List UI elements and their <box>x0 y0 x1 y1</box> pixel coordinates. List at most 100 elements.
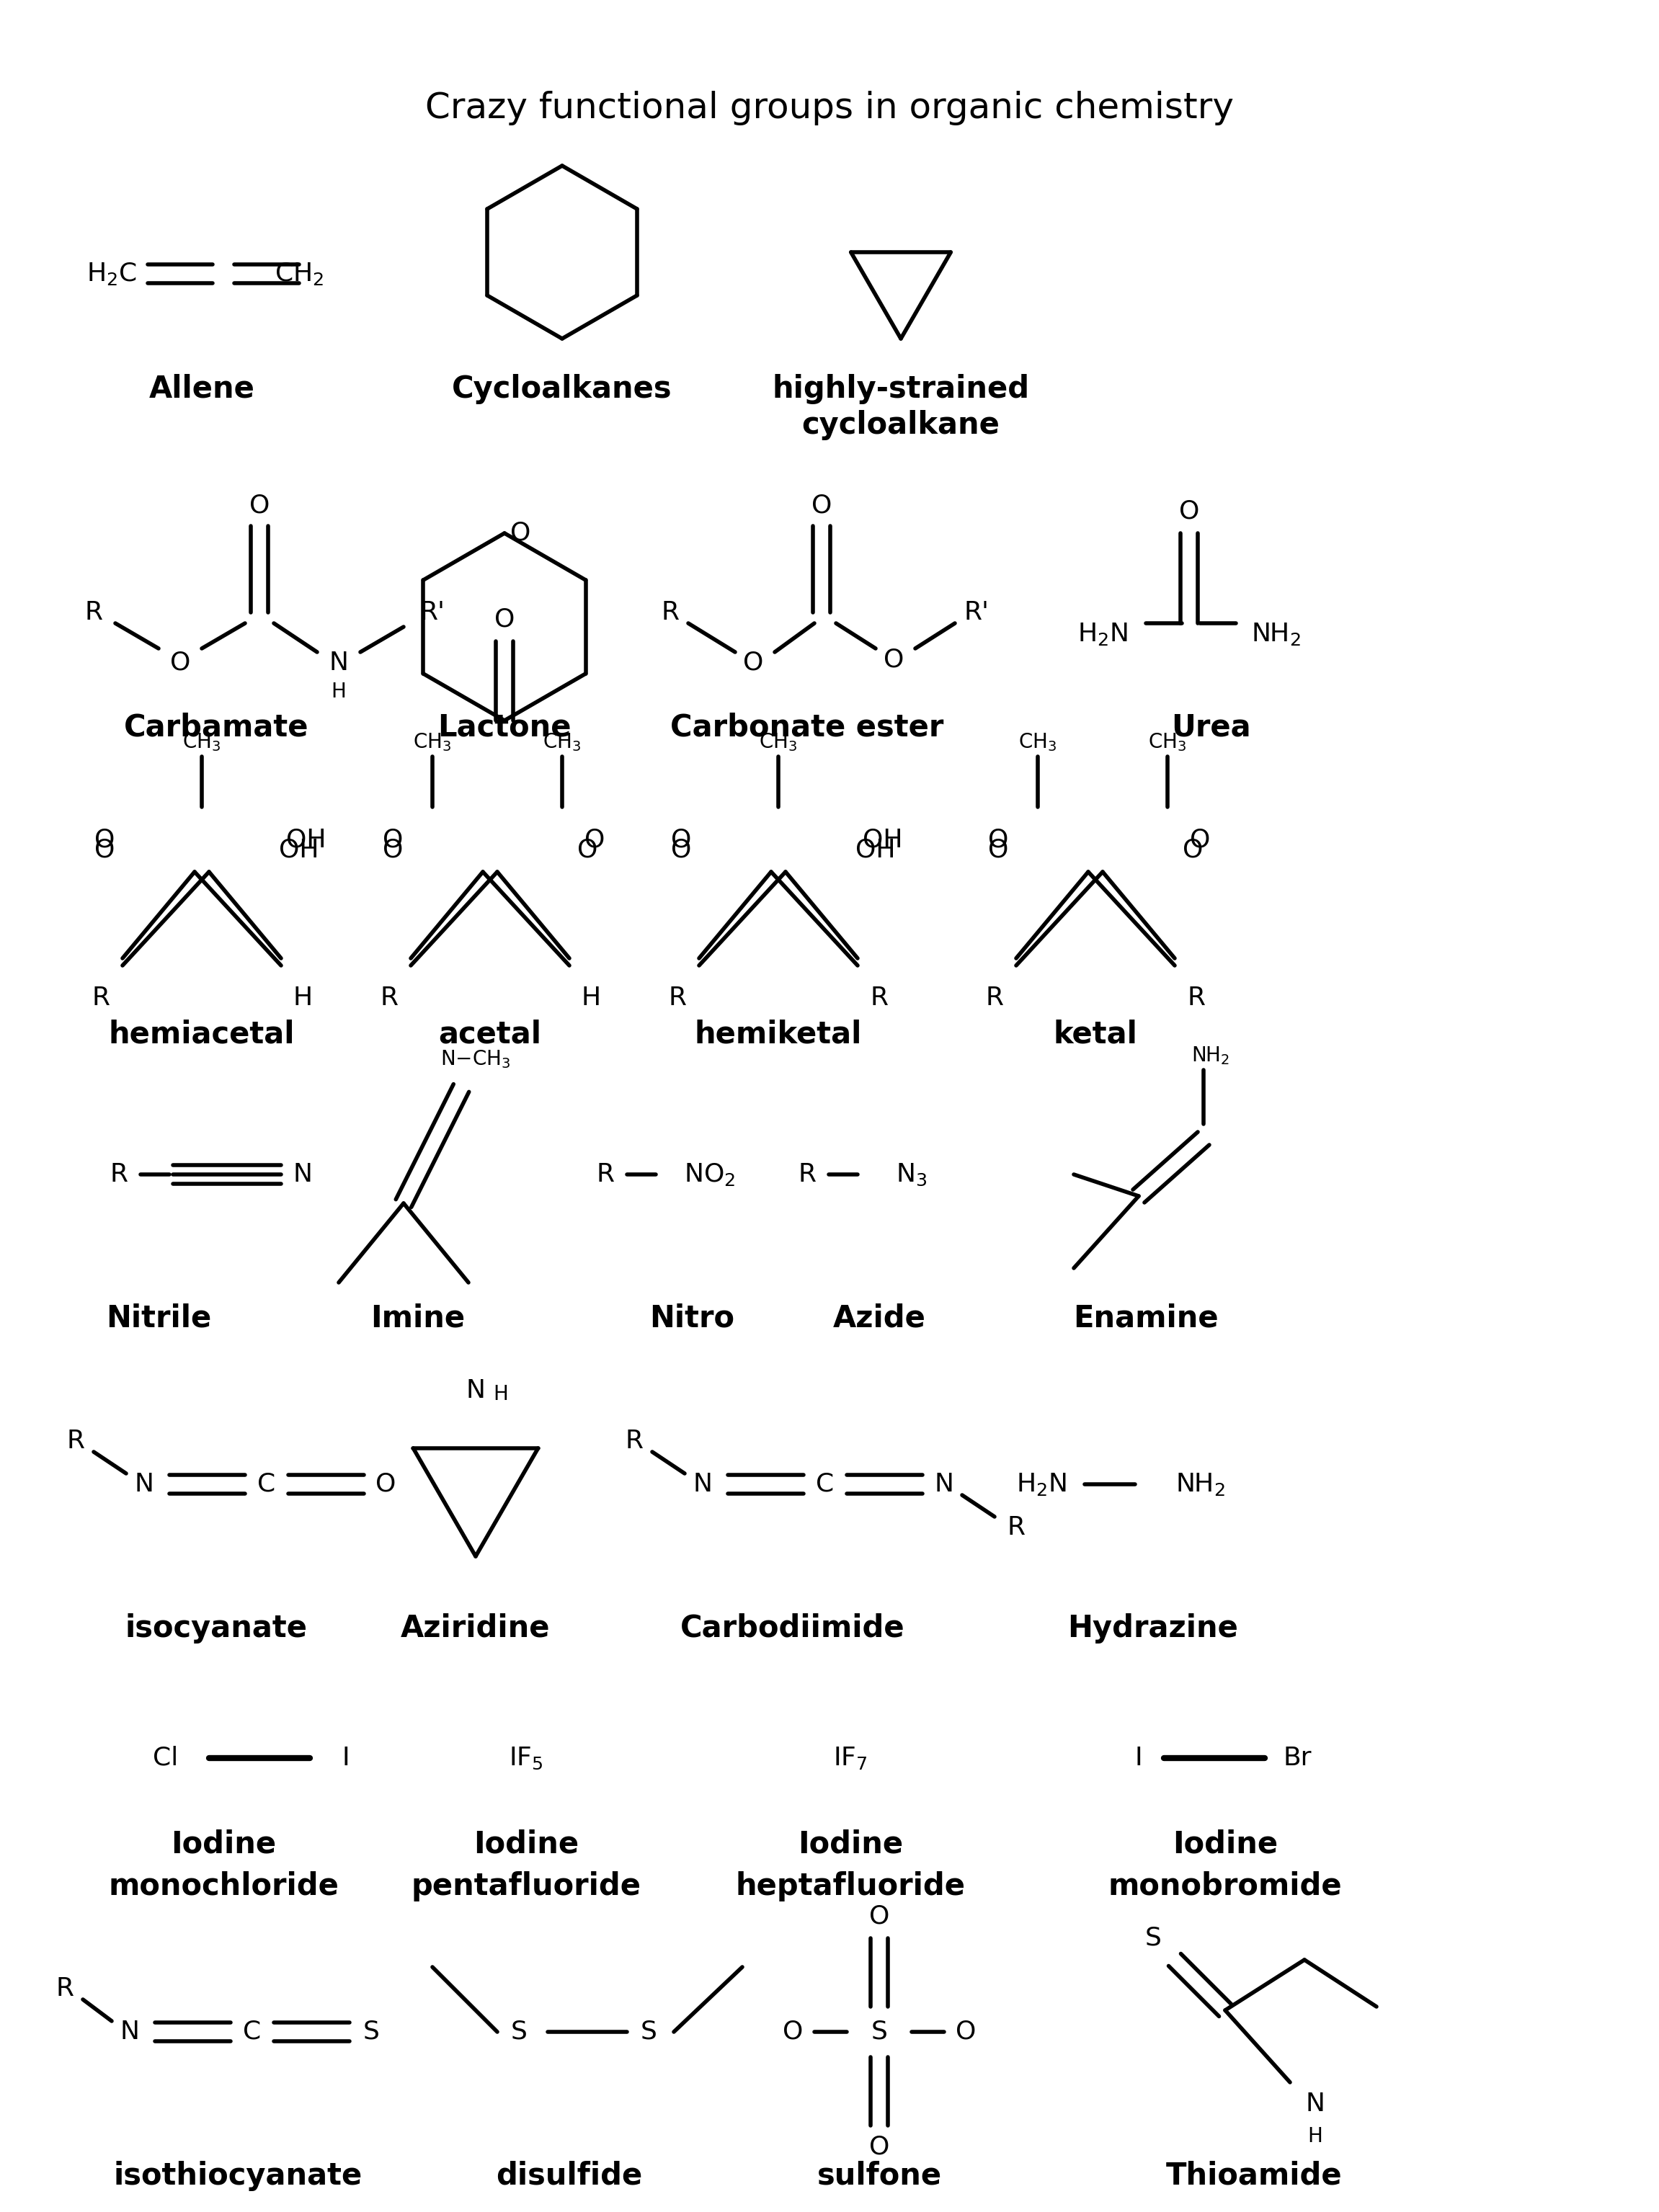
Text: Cycloalkanes: Cycloalkanes <box>451 374 672 405</box>
Text: Iodine: Iodine <box>1173 1829 1277 1860</box>
Text: Allene: Allene <box>149 374 255 405</box>
Text: N: N <box>119 2020 139 2044</box>
Text: NH$_2$: NH$_2$ <box>1175 1471 1224 1498</box>
Text: OH: OH <box>287 827 327 852</box>
Text: O: O <box>95 827 114 852</box>
Text: CH$_3$: CH$_3$ <box>760 732 798 752</box>
Text: NO$_2$: NO$_2$ <box>684 1161 735 1188</box>
Text: O: O <box>811 493 831 518</box>
Text: O: O <box>987 827 1009 852</box>
Text: N: N <box>934 1471 954 1498</box>
Text: CH$_3$: CH$_3$ <box>413 732 451 752</box>
Text: O: O <box>1190 827 1209 852</box>
Text: O: O <box>249 493 270 518</box>
Text: sulfone: sulfone <box>816 2161 942 2192</box>
Text: C: C <box>257 1471 275 1498</box>
Text: C: C <box>816 1471 834 1498</box>
Text: N: N <box>466 1378 486 1402</box>
Text: R: R <box>625 1429 644 1453</box>
Text: S: S <box>1145 1927 1161 1951</box>
Text: O: O <box>883 648 904 672</box>
Text: CH$_3$: CH$_3$ <box>182 732 221 752</box>
Text: H$_2$C: H$_2$C <box>86 261 138 288</box>
Text: R: R <box>1188 987 1206 1011</box>
Text: O: O <box>1183 838 1203 863</box>
Text: R: R <box>596 1161 614 1186</box>
Text: R: R <box>85 599 103 624</box>
Text: isocyanate: isocyanate <box>124 1613 307 1644</box>
Text: O: O <box>383 827 403 852</box>
Text: CH$_2$: CH$_2$ <box>274 261 324 288</box>
Text: isothiocyanate: isothiocyanate <box>113 2161 362 2192</box>
Text: Lactone: Lactone <box>438 712 571 743</box>
Text: O: O <box>1180 500 1199 524</box>
Text: H: H <box>581 987 601 1011</box>
Text: R': R' <box>964 599 989 624</box>
Text: pentafluoride: pentafluoride <box>411 1871 640 1902</box>
Text: R: R <box>662 599 679 624</box>
Text: Nitrile: Nitrile <box>106 1303 211 1334</box>
Text: Iodine: Iodine <box>473 1829 579 1860</box>
Text: monochloride: monochloride <box>108 1871 338 1902</box>
Text: heptafluoride: heptafluoride <box>735 1871 966 1902</box>
Text: O: O <box>494 608 514 633</box>
Text: highly-strained: highly-strained <box>771 374 1030 405</box>
Text: N: N <box>693 1471 712 1498</box>
Text: O: O <box>375 1471 397 1498</box>
Text: H$_2$N: H$_2$N <box>1077 622 1128 648</box>
Text: O: O <box>577 838 597 863</box>
Text: S: S <box>363 2020 380 2044</box>
Text: Hydrazine: Hydrazine <box>1068 1613 1238 1644</box>
Text: N: N <box>294 1161 312 1186</box>
Text: NH$_2$: NH$_2$ <box>1251 622 1301 648</box>
Text: R: R <box>56 1975 75 2002</box>
Text: CH$_3$: CH$_3$ <box>1148 732 1186 752</box>
Text: Thioamide: Thioamide <box>1166 2161 1342 2192</box>
Text: O: O <box>987 838 1009 863</box>
Text: Carbodiimide: Carbodiimide <box>680 1613 906 1644</box>
Text: Aziridine: Aziridine <box>401 1613 551 1644</box>
Text: hemiketal: hemiketal <box>695 1020 863 1048</box>
Text: IF$_7$: IF$_7$ <box>833 1745 868 1772</box>
Text: N: N <box>134 1471 154 1498</box>
Text: H$_2$N: H$_2$N <box>1017 1471 1067 1498</box>
Text: O: O <box>509 522 531 546</box>
Text: I: I <box>1135 1745 1143 1770</box>
Text: CH$_3$: CH$_3$ <box>542 732 581 752</box>
Text: IF$_5$: IF$_5$ <box>509 1745 542 1772</box>
Text: H: H <box>1307 2126 1322 2146</box>
Text: Enamine: Enamine <box>1073 1303 1218 1334</box>
Text: O: O <box>869 1905 889 1929</box>
Text: O: O <box>869 2135 889 2159</box>
Text: Br: Br <box>1282 1745 1312 1770</box>
Text: O: O <box>743 650 763 675</box>
Text: O: O <box>783 2020 803 2044</box>
Text: R': R' <box>420 599 445 624</box>
Text: OH: OH <box>279 838 319 863</box>
Text: Imine: Imine <box>370 1303 465 1334</box>
Text: OH: OH <box>863 827 902 852</box>
Text: R: R <box>985 987 1004 1011</box>
Text: monobromide: monobromide <box>1108 1871 1342 1902</box>
Text: H: H <box>493 1385 508 1405</box>
Text: Nitro: Nitro <box>649 1303 735 1334</box>
Text: O: O <box>169 650 191 675</box>
Text: cycloalkane: cycloalkane <box>801 409 1000 440</box>
Text: CH$_3$: CH$_3$ <box>1019 732 1057 752</box>
Text: O: O <box>95 838 114 863</box>
Text: S: S <box>871 2020 888 2044</box>
Text: H: H <box>294 987 312 1011</box>
Text: N$_3$: N$_3$ <box>896 1161 927 1188</box>
Text: Iodine: Iodine <box>171 1829 275 1860</box>
Text: Urea: Urea <box>1171 712 1251 743</box>
Text: R: R <box>380 987 398 1011</box>
Text: R: R <box>1007 1515 1025 1540</box>
Text: I: I <box>342 1745 350 1770</box>
Text: Crazy functional groups in organic chemistry: Crazy functional groups in organic chemi… <box>425 91 1234 126</box>
Text: N$-$CH$_3$: N$-$CH$_3$ <box>441 1048 511 1071</box>
Text: O: O <box>383 838 403 863</box>
Text: disulfide: disulfide <box>496 2161 642 2192</box>
Text: R: R <box>669 987 687 1011</box>
Text: O: O <box>670 827 692 852</box>
Text: O: O <box>584 827 606 852</box>
